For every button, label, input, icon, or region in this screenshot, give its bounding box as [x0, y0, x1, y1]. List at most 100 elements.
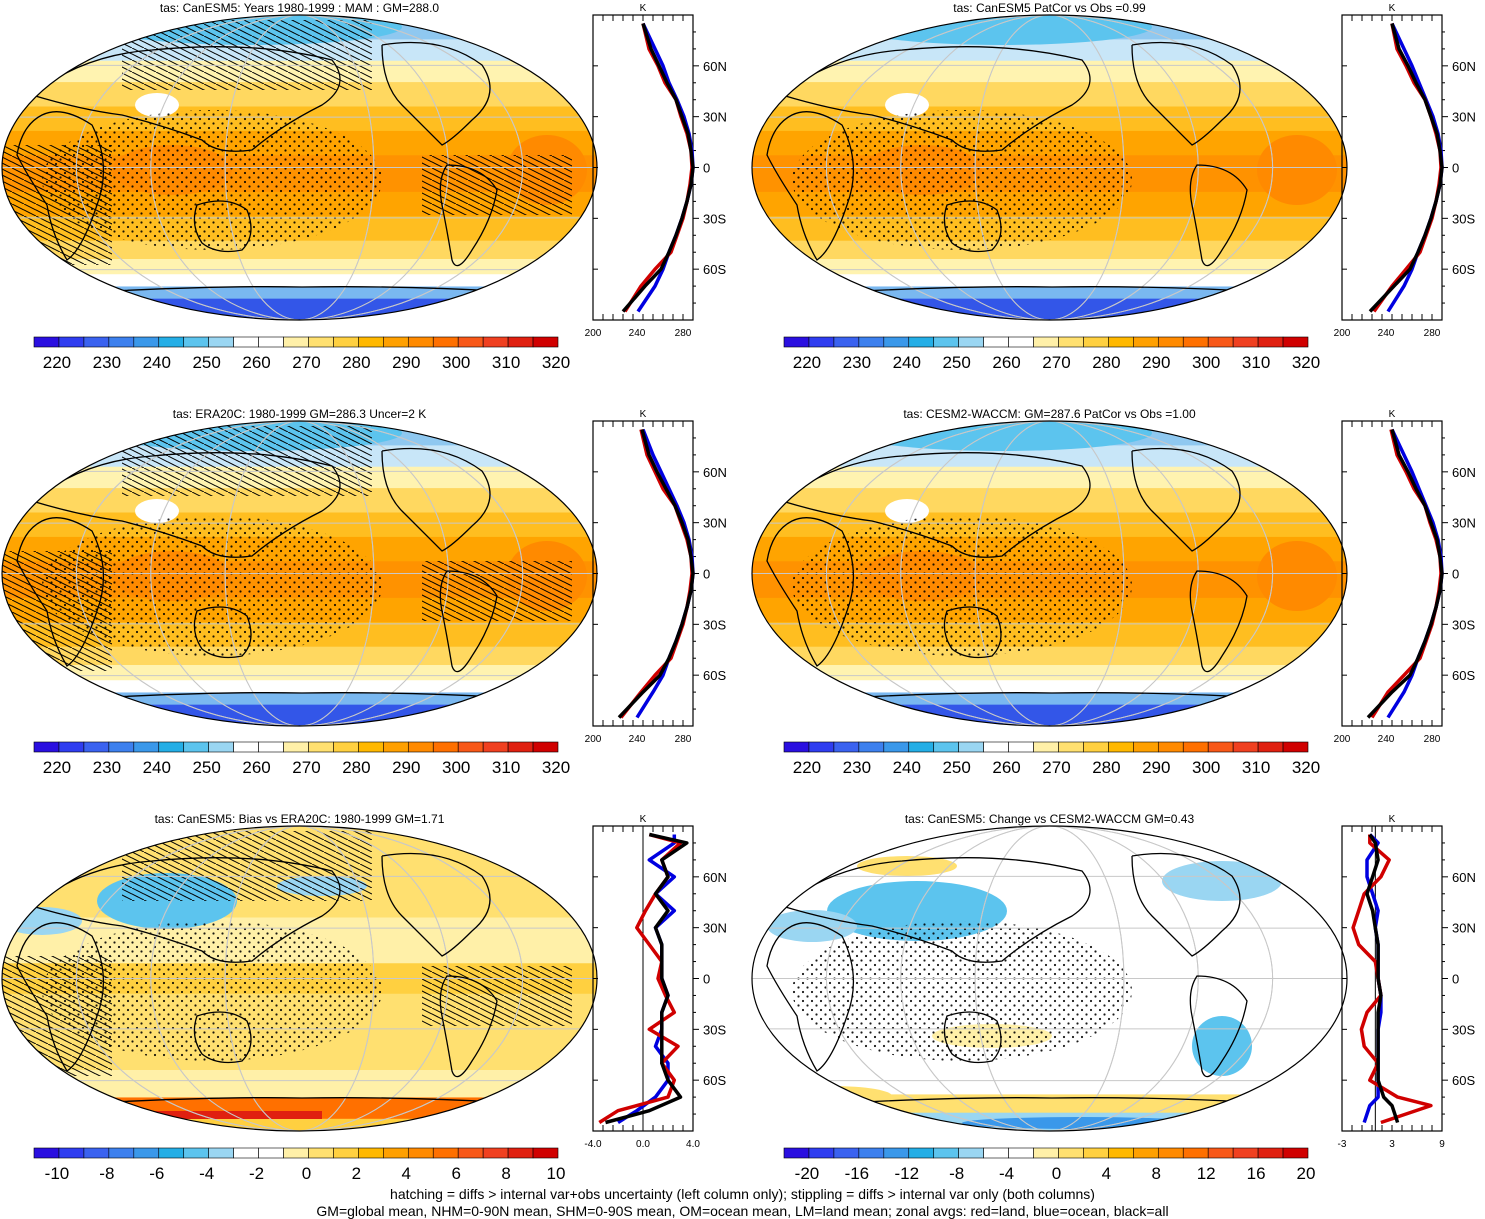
- zonal-xtick-label: 200: [585, 734, 602, 745]
- panel-title: tas: CanESM5: Change vs CESM2-WACCM GM=0…: [905, 812, 1195, 826]
- colorbar-swatch: [407, 741, 434, 753]
- colorbar-swatch: [1058, 1147, 1084, 1159]
- panel-title: tas: CanESM5: Years 1980-1999 : MAM : GM…: [160, 1, 439, 15]
- colorbar-swatch: [432, 1147, 459, 1159]
- colorbar-label: -2: [249, 1164, 264, 1183]
- zonal-xtick-label: 240: [629, 328, 646, 339]
- map-panel-1: tas: CanESM5: Years 1980-1999 : MAM : GM…: [1, 1, 598, 321]
- colorbar-label: 270: [1042, 353, 1070, 372]
- colorbar-swatch: [808, 1147, 835, 1159]
- colorbar-swatch: [1182, 336, 1209, 348]
- colorbar-label: 2: [352, 1164, 361, 1183]
- panel-title: tas: ERA20C: 1980-1999 GM=286.3 Uncer=2 …: [173, 407, 426, 421]
- zonal-lat-label: 60N: [703, 465, 727, 480]
- colorbar-swatch: [1133, 1147, 1159, 1159]
- colorbar-3: 220 230 240 250 260 270 280 290 300 310 320: [33, 741, 570, 777]
- colorbar-swatch: [383, 741, 409, 753]
- zonal-unit: K: [640, 409, 647, 420]
- colorbar-swatch: [783, 741, 810, 753]
- colorbar-label: -8: [949, 1164, 964, 1183]
- colorbar-swatch: [1207, 1147, 1234, 1159]
- zonal-xtick-label: 240: [1378, 328, 1395, 339]
- zonal-lat-label: 30N: [1452, 516, 1476, 531]
- colorbar-swatch: [83, 336, 110, 348]
- colorbar-label: 10: [547, 1164, 566, 1183]
- colorbar-swatch: [333, 741, 359, 753]
- panel-title: tas: CanESM5 PatCor vs Obs =0.99: [953, 1, 1146, 15]
- colorbar-label: 250: [942, 353, 970, 372]
- colorbar-label: -12: [894, 1164, 919, 1183]
- zonal-series-all: [1368, 23, 1444, 313]
- colorbar-swatch: [833, 741, 860, 753]
- colorbar-label: 220: [793, 758, 821, 777]
- colorbar-label: 300: [1192, 353, 1220, 372]
- colorbar-label: 260: [242, 758, 270, 777]
- colorbar-swatch: [1257, 336, 1284, 348]
- colorbar-swatch: [83, 741, 110, 753]
- zonal-lat-label: 30N: [703, 110, 727, 125]
- zonal-lat-label: 0: [703, 567, 710, 582]
- colorbar-label: 240: [893, 758, 921, 777]
- colorbar-swatch: [1182, 1147, 1209, 1159]
- colorbar-swatch: [1108, 741, 1134, 753]
- colorbar-label: 240: [143, 758, 171, 777]
- colorbar-label: 16: [1247, 1164, 1266, 1183]
- map-panel-4: tas: CESM2-WACCM: GM=287.6 PatCor vs Obs…: [751, 407, 1348, 727]
- colorbar-label: 270: [292, 353, 320, 372]
- colorbar-label: 240: [893, 353, 921, 372]
- colorbar-swatch: [933, 1147, 959, 1159]
- colorbar-swatch: [908, 741, 935, 753]
- zonal-series-ocean: [1386, 22, 1444, 313]
- colorbar-label: 300: [442, 758, 470, 777]
- colorbar-swatch: [158, 1147, 185, 1159]
- colorbar-label: 310: [1242, 758, 1270, 777]
- colorbar-label: -4: [199, 1164, 214, 1183]
- colorbar-swatch: [883, 741, 910, 753]
- colorbar-label: 320: [542, 758, 570, 777]
- colorbar-label: 290: [1142, 758, 1170, 777]
- colorbar-label: 4: [1102, 1164, 1111, 1183]
- colorbar-swatch: [1108, 336, 1134, 348]
- zonal-panel-4: K 200 240 280 60N 30N 0 30S 60S: [1334, 409, 1476, 745]
- colorbar-swatch: [833, 1147, 860, 1159]
- panel-title: tas: CanESM5: Bias vs ERA20C: 1980-1999 …: [155, 812, 445, 826]
- colorbar-swatch: [1083, 1147, 1109, 1159]
- colorbar-swatch: [58, 1147, 85, 1159]
- colorbar-label: -8: [99, 1164, 114, 1183]
- zonal-lat-label: 0: [1452, 567, 1459, 582]
- colorbar-label: -10: [45, 1164, 70, 1183]
- zonal-lat-label: 60N: [1452, 59, 1476, 74]
- colorbar-swatch: [1033, 741, 1059, 753]
- colorbar-swatch: [532, 741, 559, 753]
- colorbar-swatch: [1058, 741, 1084, 753]
- zonal-series-ocean: [636, 22, 695, 313]
- colorbar-label: 230: [843, 353, 871, 372]
- colorbar-label: 260: [992, 758, 1020, 777]
- colorbar-swatch: [58, 336, 85, 348]
- zonal-xtick-label: 200: [585, 328, 602, 339]
- colorbar-swatch: [183, 741, 209, 753]
- zonal-panel-1: K 200 240 280 60N 30N 0 30S 60S: [585, 3, 727, 339]
- zonal-lat-label: 30S: [703, 211, 726, 226]
- colorbar-label: 280: [342, 353, 370, 372]
- footer-hatching-note: hatching = diffs > internal var+obs unce…: [390, 1186, 1095, 1202]
- zonal-lat-label: 30N: [1452, 921, 1476, 936]
- zonal-unit: K: [640, 814, 647, 825]
- colorbar-swatch: [1157, 336, 1184, 348]
- colorbar-swatch: [33, 1147, 60, 1159]
- colorbar-label: 320: [1292, 758, 1320, 777]
- colorbar-swatch: [1058, 336, 1084, 348]
- colorbar-swatch: [958, 1147, 984, 1159]
- colorbar-label: 8: [1152, 1164, 1161, 1183]
- colorbar-swatch: [983, 741, 1009, 753]
- colorbar-swatch: [407, 1147, 434, 1159]
- colorbar-swatch: [858, 336, 885, 348]
- colorbar-swatch: [308, 1147, 334, 1159]
- zonal-xtick-label: 280: [675, 734, 692, 745]
- colorbar-swatch: [208, 741, 234, 753]
- colorbar-label: 0: [302, 1164, 311, 1183]
- colorbar-label: 260: [992, 353, 1020, 372]
- zonal-series-all: [621, 22, 695, 313]
- colorbar-swatch: [1207, 336, 1234, 348]
- colorbar-swatch: [883, 1147, 910, 1159]
